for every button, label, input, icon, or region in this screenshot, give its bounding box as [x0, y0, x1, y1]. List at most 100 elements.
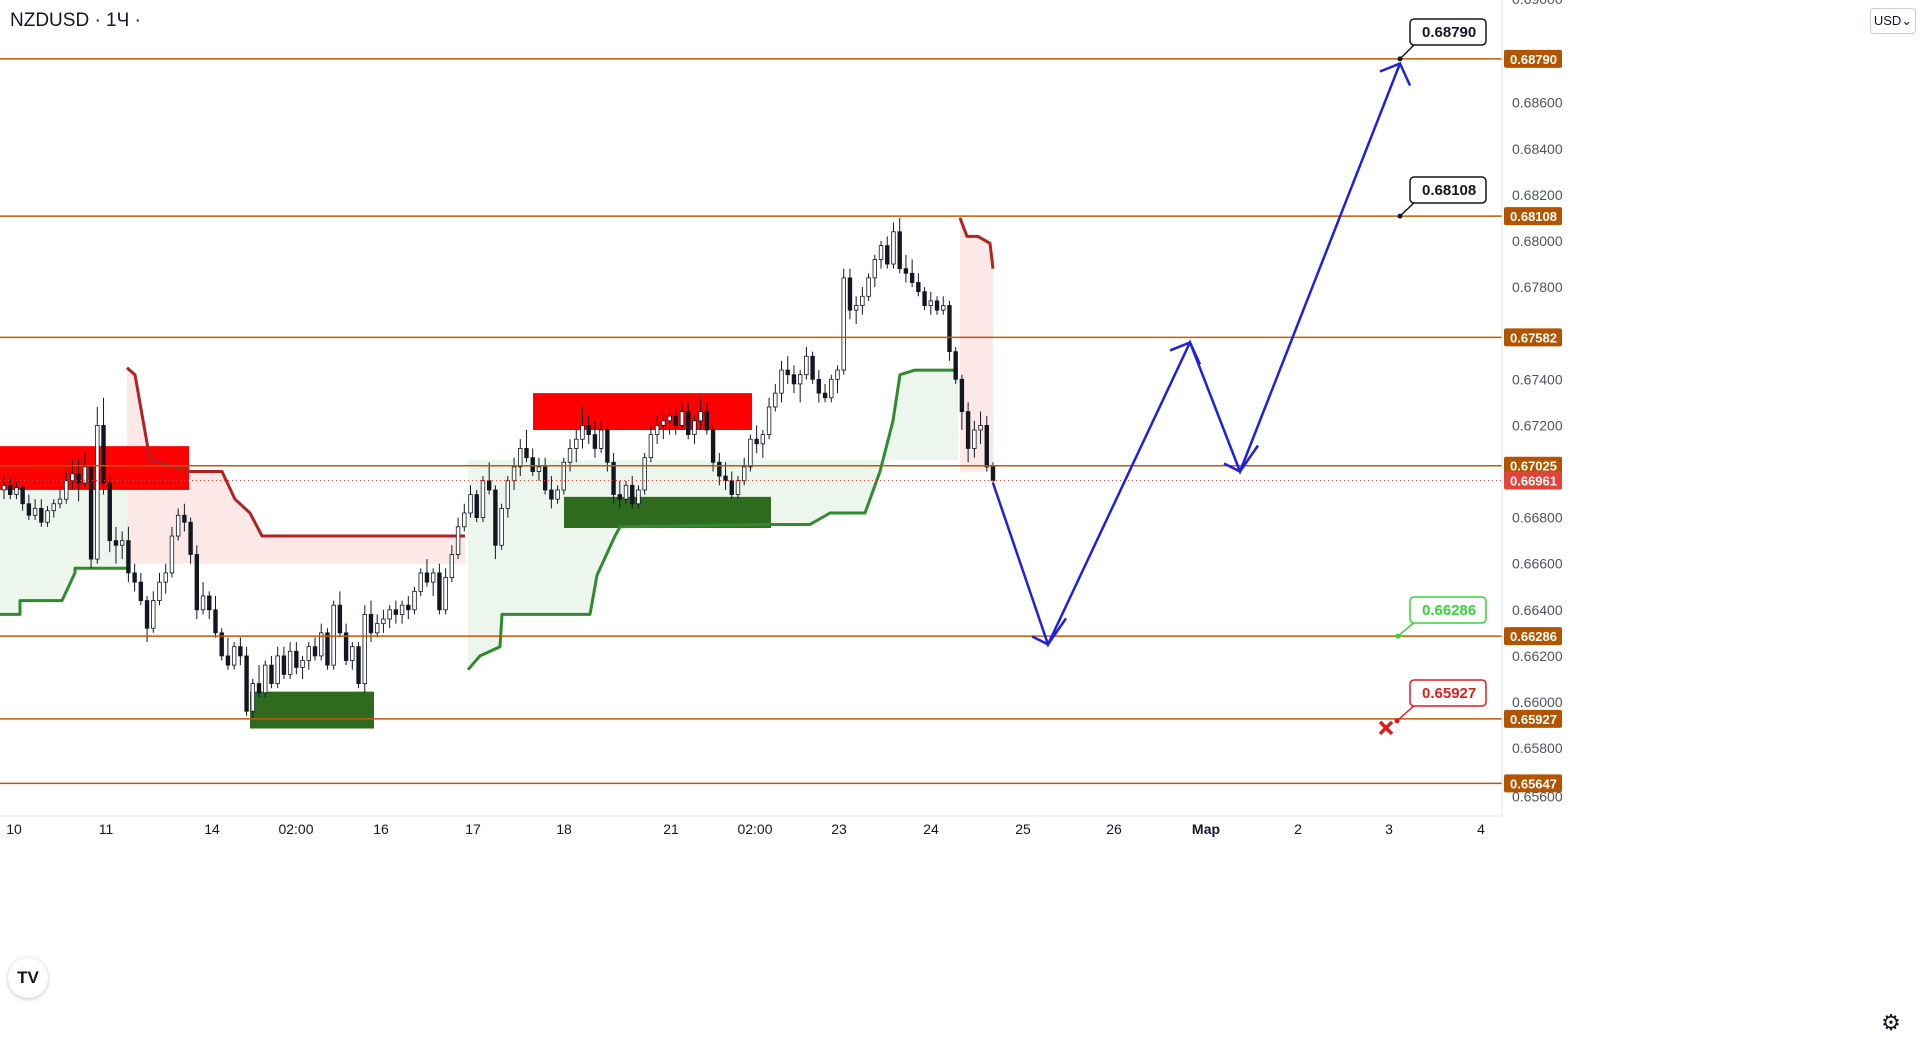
candle-body [686, 411, 691, 436]
candle-body [953, 351, 958, 380]
candle [319, 623, 324, 661]
candle [934, 296, 940, 315]
candle-body [717, 461, 722, 477]
candle-body [692, 420, 697, 436]
supertrend-up-line [0, 566, 127, 616]
candle-body [885, 245, 890, 265]
candle-body [14, 487, 19, 495]
callout-box [1409, 596, 1487, 624]
candle-body [941, 305, 946, 311]
demand-zone [250, 691, 374, 729]
candle [959, 374, 965, 431]
currency-selector[interactable]: USD⌄ [1870, 8, 1916, 34]
candle [82, 453, 88, 488]
candle-body [661, 420, 666, 426]
candle-body [511, 466, 517, 482]
candle-body [860, 295, 865, 306]
candle-body [275, 655, 280, 684]
candle-body [157, 581, 162, 601]
level-price-tag [1504, 49, 1562, 68]
price-tick-label: 0.65800 [1512, 740, 1563, 756]
candle [263, 660, 268, 698]
candle-body [76, 473, 81, 484]
candle-body [947, 305, 952, 353]
time-tick-label: 23 [831, 821, 847, 837]
candle [14, 480, 19, 500]
candle [381, 609, 386, 633]
candle [175, 508, 181, 541]
candle-body [281, 655, 287, 675]
candle [866, 273, 871, 301]
candle-body [287, 650, 293, 675]
candle-body [393, 609, 399, 615]
candle [163, 563, 168, 594]
gear-icon[interactable]: ⚙ [1881, 1010, 1901, 1035]
candle-body [387, 609, 392, 620]
candle-body [536, 466, 542, 472]
candle-body [107, 482, 112, 542]
candle-body [375, 623, 380, 634]
candle-body [362, 614, 367, 684]
candle [574, 430, 579, 463]
candle [797, 370, 803, 403]
candle-body [630, 484, 635, 505]
time-tick-label: 4 [1477, 821, 1485, 837]
candle-body [909, 272, 915, 283]
candle [95, 406, 100, 564]
level-price-label: 0.68108 [1510, 209, 1557, 224]
candle [909, 259, 915, 288]
candle [530, 448, 535, 477]
candle-body [928, 300, 933, 306]
candle [113, 526, 119, 564]
candle [549, 476, 554, 509]
candle [686, 402, 691, 440]
price-tick-label: 0.67400 [1512, 371, 1563, 387]
candle [536, 457, 542, 481]
candle [107, 476, 112, 553]
price-tick-label: 0.68600 [1512, 95, 1563, 111]
current-price-tag [1504, 471, 1562, 490]
candle-body [88, 466, 94, 560]
level-price-label: 0.65927 [1510, 712, 1557, 727]
callout-box [1409, 176, 1487, 204]
candle-body [163, 572, 168, 583]
candle [51, 499, 56, 518]
candle [144, 595, 150, 643]
tradingview-logo[interactable]: TV [8, 958, 48, 998]
candle [300, 655, 305, 679]
time-tick-label: 11 [99, 821, 114, 837]
candle-body [207, 595, 212, 611]
candle-body [741, 466, 747, 482]
candle [375, 614, 380, 638]
price-tick-label: 0.68000 [1512, 233, 1563, 249]
candle-body [518, 448, 523, 468]
callout-anchor [1397, 56, 1403, 62]
candle [511, 457, 517, 490]
time-tick-label: 02:00 [737, 821, 772, 837]
candle-body [611, 461, 616, 495]
candle-body [468, 494, 473, 514]
candle [138, 572, 144, 606]
candle-body [294, 650, 299, 668]
price-tick-label: 0.69000 [1512, 0, 1563, 7]
candle [486, 462, 492, 495]
candle-body [144, 600, 150, 629]
candle-body [350, 646, 355, 661]
callout-pointer [1396, 703, 1417, 722]
candle-body [617, 494, 622, 500]
candle-body [175, 514, 181, 537]
candle [350, 642, 355, 670]
candle-body [679, 411, 685, 426]
candle-body [200, 595, 206, 611]
candle-body [654, 424, 660, 436]
candle-body [213, 609, 218, 634]
candle [611, 453, 616, 504]
candle-body [82, 466, 88, 484]
candle [194, 545, 200, 620]
candle [499, 503, 504, 550]
downtrend-fill [127, 367, 465, 564]
candle-body [735, 480, 741, 495]
price-tick-label: 0.67800 [1512, 279, 1563, 295]
